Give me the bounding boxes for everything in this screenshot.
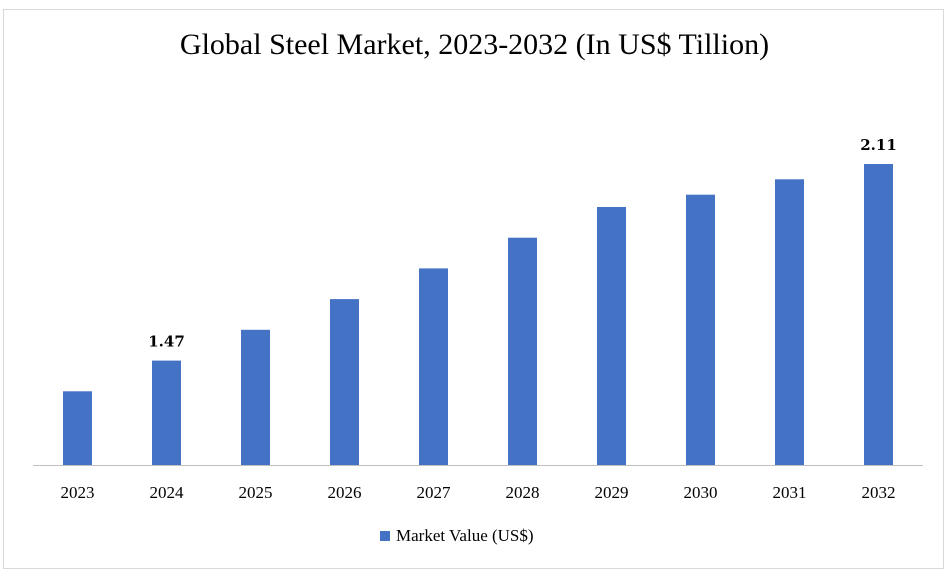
- bar-2025: [241, 329, 270, 465]
- bar-2028: [508, 237, 537, 465]
- bar-2024: [152, 360, 181, 465]
- legend: Market Value (US$): [380, 526, 534, 546]
- legend-label-market-value: Market Value (US$): [396, 526, 534, 545]
- bar-2029: [597, 207, 626, 465]
- x-tick-label-2023: 2023: [61, 483, 95, 502]
- bar-2031: [775, 179, 804, 466]
- x-tick-label-2026: 2026: [328, 483, 362, 502]
- x-tick-label-2024: 2024: [150, 483, 185, 502]
- bar-2027: [419, 268, 448, 465]
- x-tick-label-2032: 2032: [862, 483, 896, 502]
- legend-swatch-market-value: [380, 531, 390, 541]
- x-tick-label-2028: 2028: [506, 483, 540, 502]
- bar-2023: [63, 391, 92, 465]
- bar-2032: [864, 164, 893, 465]
- data-label-2032: 2.11: [860, 136, 897, 154]
- data-label-2024: 1.47: [148, 333, 185, 351]
- x-tick-label-2025: 2025: [239, 483, 273, 502]
- bar-2030: [686, 194, 715, 465]
- x-tick-label-2031: 2031: [773, 483, 807, 502]
- x-tick-label-2029: 2029: [595, 483, 629, 502]
- x-tick-label-2030: 2030: [684, 483, 718, 502]
- chart-title: Global Steel Market, 2023-2032 (In US$ T…: [179, 28, 770, 61]
- bar-2026: [330, 299, 359, 465]
- x-tick-label-2027: 2027: [417, 483, 452, 502]
